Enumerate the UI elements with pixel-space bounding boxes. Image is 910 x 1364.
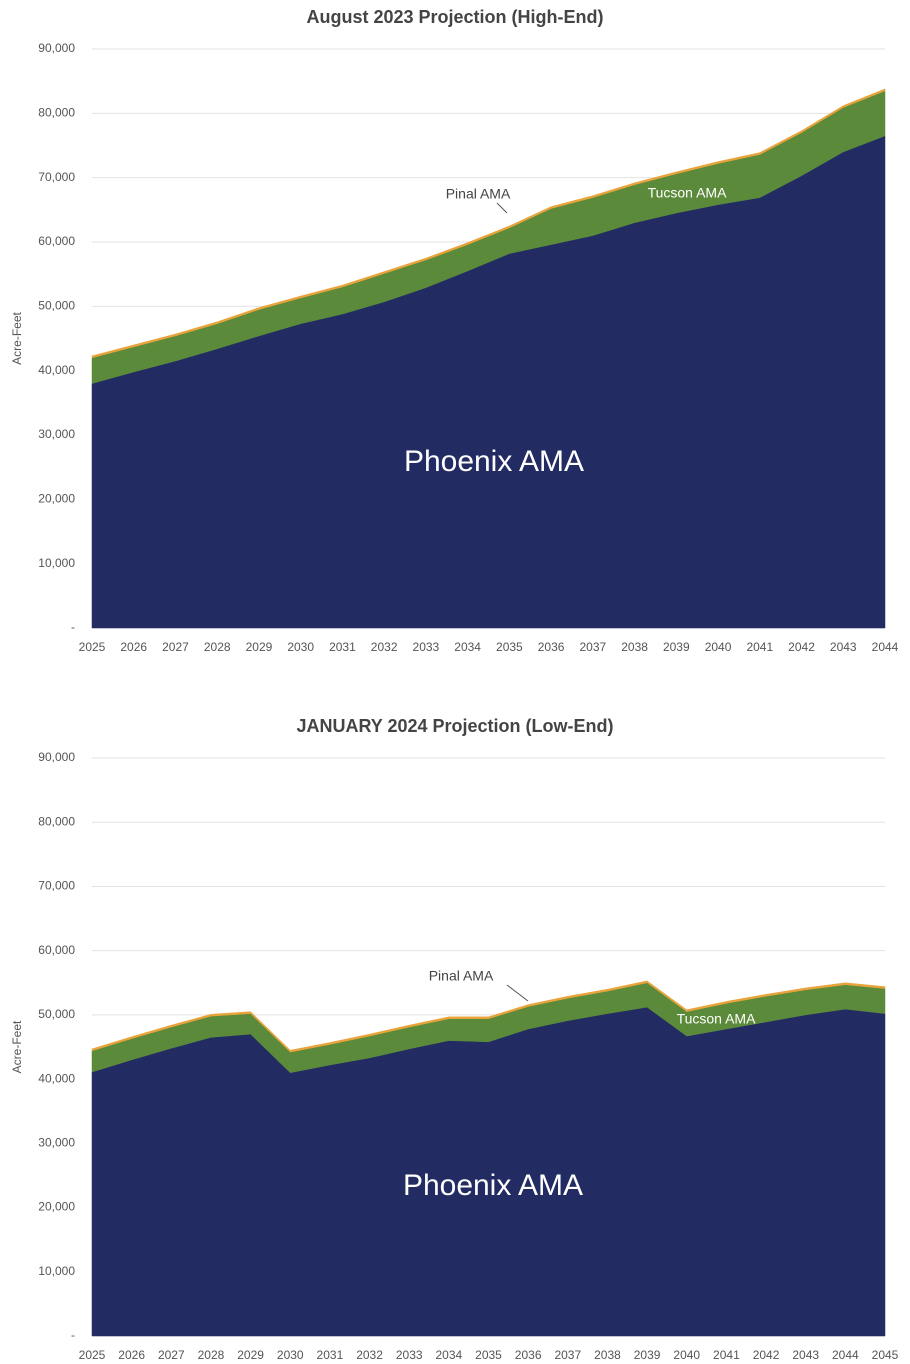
- x-tick-label: 2029: [237, 1348, 264, 1362]
- leader-line: [506, 984, 529, 1002]
- x-tick-label: 2027: [158, 1348, 185, 1362]
- x-tick-label: 2032: [356, 1348, 383, 1362]
- x-tick-label: 2025: [79, 640, 106, 654]
- chart-title: JANUARY 2024 Projection (Low-End): [296, 716, 613, 736]
- x-tick-label: 2043: [830, 640, 857, 654]
- x-tick-label: 2038: [621, 640, 648, 654]
- y-axis-label: Acre-Feet: [10, 1020, 24, 1073]
- x-tick-label: 2040: [705, 640, 732, 654]
- x-tick-label: 2026: [120, 640, 147, 654]
- y-tick-label: 10,000: [38, 1264, 75, 1278]
- x-tick-label: 2041: [746, 640, 773, 654]
- y-tick-label: 60,000: [38, 943, 75, 957]
- area: [91, 980, 886, 1053]
- area: [91, 135, 886, 629]
- x-tick-label: 2033: [413, 640, 440, 654]
- leader-line: [496, 202, 508, 214]
- y-tick-label: -: [71, 620, 75, 634]
- y-tick-label: 30,000: [38, 1136, 75, 1150]
- x-tick-label: 2035: [475, 1348, 502, 1362]
- area-label: Tucson AMA: [677, 1011, 757, 1027]
- x-tick-label: 2042: [753, 1348, 780, 1362]
- y-tick-label: 50,000: [38, 1007, 75, 1021]
- x-tick-label: 2027: [162, 640, 189, 654]
- y-tick-label: 90,000: [38, 750, 75, 764]
- x-tick-label: 2041: [713, 1348, 740, 1362]
- x-tick-label: 2037: [579, 640, 606, 654]
- x-tick-label: 2028: [198, 1348, 225, 1362]
- x-tick-label: 2042: [788, 640, 815, 654]
- y-tick-label: -: [71, 1328, 75, 1342]
- y-tick-label: 60,000: [38, 234, 75, 248]
- x-tick-label: 2044: [832, 1348, 859, 1362]
- x-tick-label: 2031: [317, 1348, 344, 1362]
- y-tick-label: 70,000: [38, 879, 75, 893]
- y-tick-label: 80,000: [38, 814, 75, 828]
- y-tick-label: 50,000: [38, 299, 75, 313]
- x-tick-label: 2035: [496, 640, 523, 654]
- x-tick-label: 2038: [594, 1348, 621, 1362]
- y-tick-label: 30,000: [38, 427, 75, 441]
- x-tick-label: 2043: [792, 1348, 819, 1362]
- y-tick-label: 40,000: [38, 363, 75, 377]
- x-tick-label: 2032: [371, 640, 398, 654]
- x-tick-label: 2044: [872, 640, 899, 654]
- chart-title: August 2023 Projection (High-End): [306, 7, 603, 27]
- x-tick-label: 2034: [454, 640, 481, 654]
- x-tick-label: 2036: [538, 640, 565, 654]
- y-tick-label: 20,000: [38, 492, 75, 506]
- area-label: Pinal AMA: [446, 186, 511, 202]
- x-tick-label: 2039: [663, 640, 690, 654]
- x-tick-label: 2033: [396, 1348, 423, 1362]
- y-axis-label: Acre-Feet: [10, 311, 24, 364]
- area-label: Pinal AMA: [429, 968, 494, 984]
- x-tick-label: 2037: [554, 1348, 581, 1362]
- y-tick-label: 10,000: [38, 556, 75, 570]
- y-tick-label: 90,000: [38, 41, 75, 55]
- area-label: Phoenix AMA: [404, 445, 584, 478]
- area: [91, 88, 886, 359]
- x-tick-label: 2030: [277, 1348, 304, 1362]
- y-tick-label: 40,000: [38, 1071, 75, 1085]
- x-tick-label: 2045: [872, 1348, 899, 1362]
- area-label: Phoenix AMA: [403, 1169, 583, 1202]
- area-label: Tucson AMA: [648, 185, 728, 201]
- x-tick-label: 2039: [634, 1348, 661, 1362]
- x-tick-label: 2036: [515, 1348, 542, 1362]
- x-tick-label: 2025: [79, 1348, 106, 1362]
- y-tick-label: 70,000: [38, 170, 75, 184]
- x-tick-label: 2026: [118, 1348, 145, 1362]
- x-tick-label: 2030: [287, 640, 314, 654]
- x-tick-label: 2031: [329, 640, 356, 654]
- x-tick-label: 2029: [246, 640, 273, 654]
- x-tick-label: 2034: [435, 1348, 462, 1362]
- x-tick-label: 2040: [673, 1348, 700, 1362]
- y-tick-label: 20,000: [38, 1200, 75, 1214]
- y-tick-label: 80,000: [38, 106, 75, 120]
- x-tick-label: 2028: [204, 640, 231, 654]
